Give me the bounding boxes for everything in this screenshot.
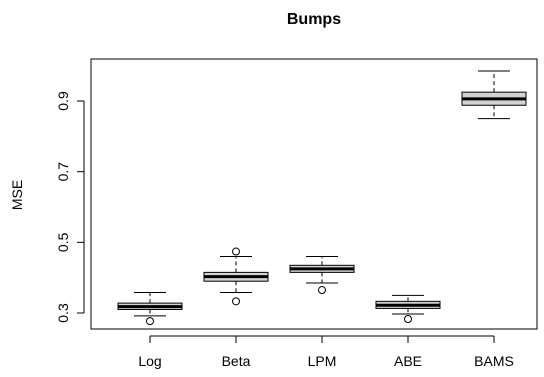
y-tick-label: 0.5 — [55, 232, 71, 252]
y-axis: 0.3 0.5 0.7 0.9 — [55, 91, 85, 323]
x-tick-label: Beta — [222, 353, 251, 369]
chart-title: Bumps — [287, 11, 341, 28]
y-tick-label: 0.7 — [55, 162, 71, 182]
outlier-point — [404, 315, 412, 324]
box-log — [117, 292, 183, 326]
y-axis-label: MSE — [9, 180, 25, 210]
outlier-point — [318, 286, 326, 295]
x-tick-label: Log — [138, 353, 161, 369]
box-bams — [461, 70, 527, 120]
y-tick-label: 0.3 — [55, 303, 71, 323]
outlier-point — [146, 317, 154, 326]
x-tick-label: ABE — [394, 353, 422, 369]
boxes — [117, 70, 527, 326]
x-tick-label: BAMS — [474, 353, 514, 369]
plot-frame — [90, 58, 538, 330]
x-axis: Log Beta LPM ABE BAMS — [138, 335, 514, 369]
y-tick-label: 0.9 — [55, 91, 71, 111]
outlier-point — [232, 297, 240, 306]
box-beta — [203, 247, 269, 306]
box-abe — [375, 294, 441, 324]
x-tick-label: LPM — [308, 353, 337, 369]
box-lpm — [289, 255, 355, 295]
outlier-point — [232, 247, 240, 256]
